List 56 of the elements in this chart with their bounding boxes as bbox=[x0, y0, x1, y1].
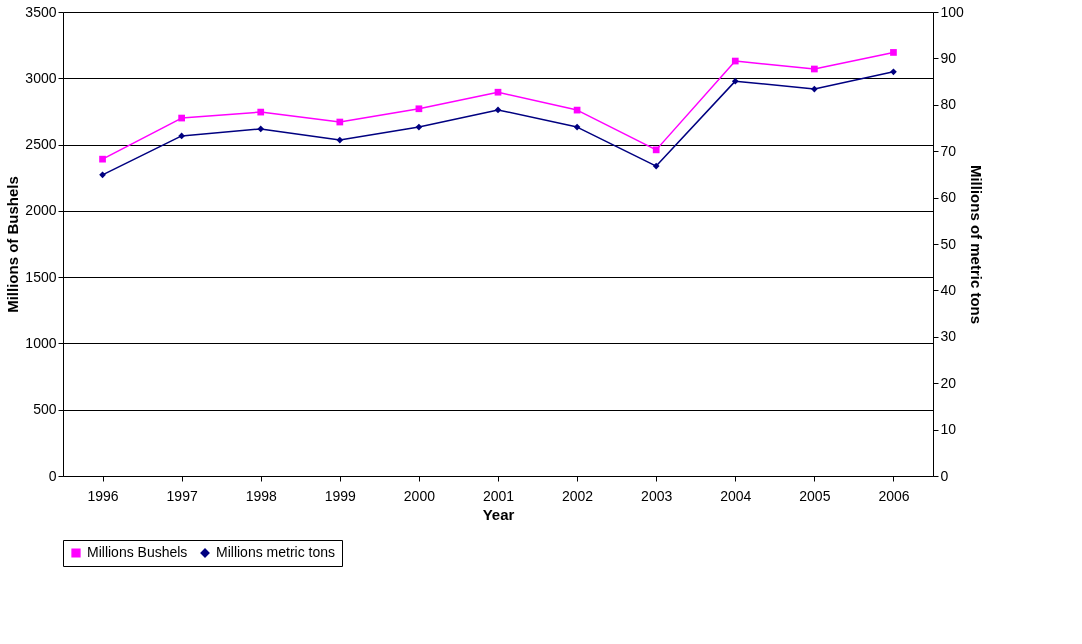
point bbox=[652, 162, 660, 170]
y2-tick-label: 70 bbox=[940, 142, 957, 159]
point bbox=[731, 57, 739, 65]
x-tick-label: 2002 bbox=[562, 487, 594, 504]
y2-tick-label: 50 bbox=[940, 235, 957, 252]
y-tick-label: 500 bbox=[33, 401, 57, 418]
point bbox=[811, 85, 818, 93]
y2-tick-label: 90 bbox=[940, 49, 957, 66]
y2-tick-label: 40 bbox=[940, 281, 957, 298]
point bbox=[494, 88, 502, 96]
y-tick-label: 0 bbox=[48, 467, 57, 484]
y-tick-label: 2500 bbox=[25, 136, 57, 153]
y-tick-label: 3500 bbox=[25, 3, 57, 20]
y-axis-title: Millions of Bushels bbox=[4, 176, 22, 313]
y2-tick-label: 80 bbox=[940, 96, 957, 113]
point bbox=[257, 125, 265, 133]
point bbox=[494, 106, 502, 114]
point bbox=[178, 132, 185, 140]
x-tick-label: 1997 bbox=[166, 487, 198, 504]
x-tick-label: 2000 bbox=[403, 487, 436, 504]
point bbox=[652, 146, 660, 154]
y2-tick-label: 20 bbox=[940, 374, 957, 391]
point bbox=[336, 136, 344, 144]
x-tick-label: 1996 bbox=[87, 487, 119, 504]
point bbox=[257, 108, 265, 116]
point bbox=[415, 105, 423, 113]
legend-label: Millions Bushels bbox=[87, 544, 188, 560]
x-tick-label: 2006 bbox=[878, 487, 910, 504]
x-tick-label: 2003 bbox=[641, 487, 673, 504]
legend-label: Millions metric tons bbox=[216, 544, 336, 560]
point bbox=[99, 155, 106, 163]
x-tick-label: 2001 bbox=[482, 487, 515, 504]
point bbox=[99, 171, 106, 179]
x-tick-label: 2005 bbox=[799, 487, 831, 504]
point bbox=[890, 68, 897, 76]
y2-tick-label: 100 bbox=[940, 3, 965, 20]
x-tick-label: 2004 bbox=[720, 487, 752, 504]
point bbox=[731, 77, 739, 85]
point bbox=[336, 118, 344, 126]
y2-tick-label: 10 bbox=[940, 421, 957, 438]
y-tick-label: 1500 bbox=[25, 268, 57, 285]
point bbox=[811, 65, 818, 73]
x-axis-title: Year bbox=[482, 505, 515, 523]
y2-tick-label: 0 bbox=[940, 467, 949, 484]
y-tick-label: 2000 bbox=[25, 202, 57, 219]
y2-tick-label: 30 bbox=[940, 328, 957, 345]
y-tick-label: 3000 bbox=[25, 69, 57, 86]
point bbox=[178, 114, 185, 122]
point bbox=[890, 49, 897, 56]
x-tick-label: 1998 bbox=[245, 487, 278, 504]
point bbox=[415, 123, 423, 131]
point bbox=[573, 123, 581, 131]
y-tick-label: 1000 bbox=[25, 334, 57, 351]
y2-tick-label: 60 bbox=[940, 189, 957, 206]
x-tick-label: 1999 bbox=[324, 487, 357, 504]
y2-axis-title: Millions of metric tons bbox=[967, 164, 985, 325]
